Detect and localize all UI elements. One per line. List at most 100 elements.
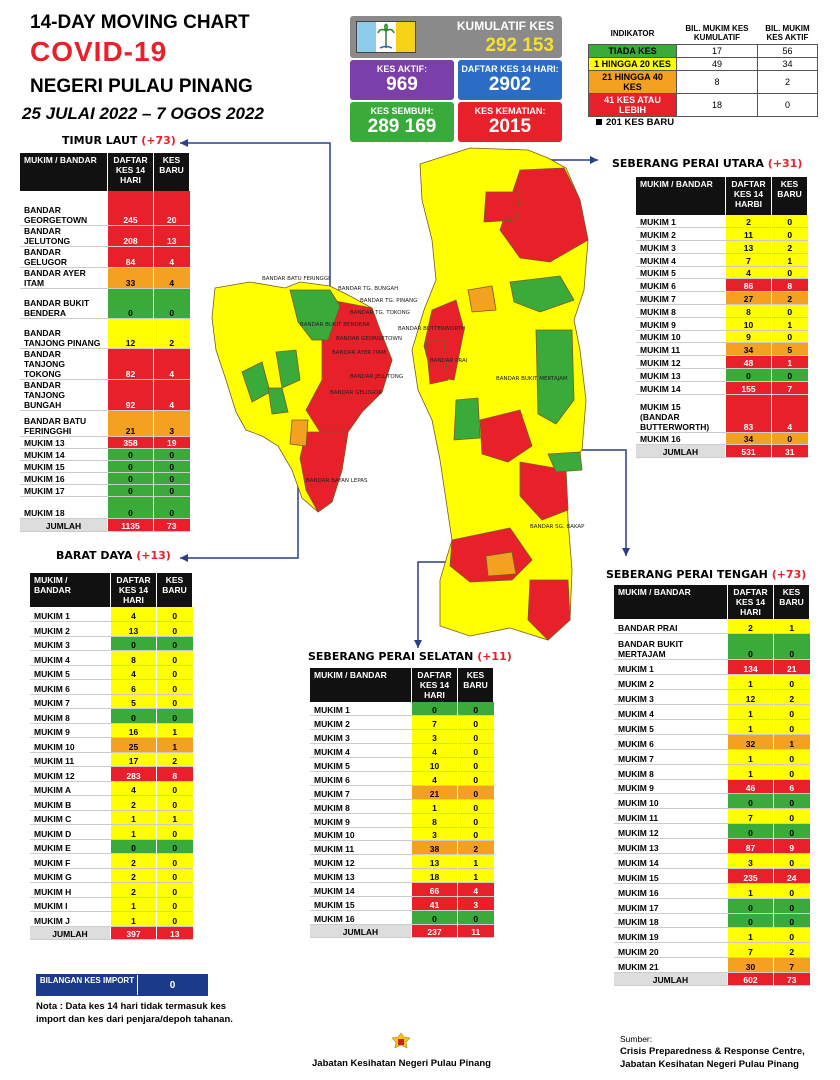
total-new-value: 73 xyxy=(773,972,810,987)
region-green-west2 xyxy=(275,349,301,389)
row-new-value: 2 xyxy=(773,942,810,959)
list14-box: DAFTAR KES 14 HARI: 2902 xyxy=(458,60,562,100)
row-label: MUKIM 9 xyxy=(614,779,728,795)
row-label: MUKIM A xyxy=(30,781,111,796)
row-14day-value: 10 xyxy=(411,757,458,772)
table-row: MUKIM 19 1 0 xyxy=(614,927,810,944)
legend-aktif: 0 xyxy=(756,93,819,117)
mainland-outline xyxy=(411,147,589,641)
row-label: MUKIM I xyxy=(30,897,111,912)
row-new-value: 0 xyxy=(156,824,193,840)
row-new-value: 0 xyxy=(773,883,810,899)
row-14day-value: 34 xyxy=(725,432,772,446)
import-note: Nota : Data kes 14 hari tidak termasuk k… xyxy=(36,1001,233,1025)
table-row: MUKIM 11 34 5 xyxy=(636,342,808,357)
row-14day-value: 34 xyxy=(725,342,772,357)
row-14day-value: 16 xyxy=(110,723,157,738)
row-label: MUKIM 16 xyxy=(310,910,412,925)
region-red-sps-15 xyxy=(527,579,571,641)
col-header-baru: KES BARU xyxy=(771,177,808,215)
legend-indicator: 1 HINGGA 20 KES xyxy=(588,57,677,71)
row-14day-value: 0 xyxy=(107,484,154,498)
row-label: MUKIM 7 xyxy=(310,785,412,800)
row-14day-value: 134 xyxy=(727,659,774,676)
row-new-value: 0 xyxy=(771,266,808,280)
row-14day-value: 1 xyxy=(110,810,157,825)
row-14day-value: 4 xyxy=(725,266,772,280)
row-14day-value: 2 xyxy=(110,882,157,898)
legend-indicator: TIADA KES xyxy=(588,44,677,58)
row-14day-value: 13 xyxy=(110,621,157,637)
row-new-value: 0 xyxy=(156,839,193,854)
map-label-sg-bakap: BANDAR SG. BAKAP xyxy=(530,524,585,530)
row-14day-value: 1 xyxy=(110,824,157,840)
row-label: MUKIM 14 xyxy=(636,381,726,395)
table-row: MUKIM 13 87 9 xyxy=(614,838,810,854)
table-row: MUKIM 11 38 2 xyxy=(310,840,494,856)
date-range: 25 JULAI 2022 – 7 OGOS 2022 xyxy=(22,104,264,123)
row-new-value: 0 xyxy=(457,827,494,842)
col-header-mukim: MUKIM / BANDAR xyxy=(614,585,728,619)
row-new-value: 0 xyxy=(156,868,193,883)
row-label: MUKIM 15 xyxy=(310,896,412,911)
ministry-crest-icon xyxy=(390,1032,412,1050)
row-new-value: 0 xyxy=(773,793,810,810)
map-label-batu-ferringhi: BANDAR BATU FERINGGI xyxy=(262,276,330,282)
row-14day-value: 3 xyxy=(411,827,458,842)
row-14day-value: 82 xyxy=(107,348,154,380)
row-label: MUKIM 1 xyxy=(614,659,728,676)
legend-kumulatif: 17 xyxy=(676,44,758,58)
col-header-daftar: DAFTAR KES 14 HARI xyxy=(411,668,458,702)
row-label: MUKIM 17 xyxy=(20,484,108,498)
section-title-barat-daya: BARAT DAYA (+13) xyxy=(56,549,171,562)
legend-kumulatif: 49 xyxy=(676,57,758,71)
region-orange-west xyxy=(289,419,309,447)
row-14day-value: 358 xyxy=(107,436,154,449)
row-label: MUKIM 21 xyxy=(614,957,728,974)
row-label: MUKIM 4 xyxy=(614,704,728,720)
row-label: MUKIM 12 xyxy=(30,766,111,782)
row-14day-value: 5 xyxy=(110,694,157,709)
row-label: MUKIM 11 xyxy=(30,752,111,767)
row-new-value: 2 xyxy=(771,291,808,306)
row-label: MUKIM 1 xyxy=(636,215,726,229)
row-label: MUKIM 6 xyxy=(636,278,726,293)
row-new-value: 4 xyxy=(153,267,190,289)
row-label: MUKIM 6 xyxy=(614,734,728,750)
table-row: BANDAR AYER ITAM 33 4 xyxy=(20,267,190,289)
row-label: MUKIM 8 xyxy=(310,799,412,814)
row-label: MUKIM 4 xyxy=(636,253,726,267)
new-cases-note: 201 KES BARU xyxy=(596,117,674,128)
table-total-row: JUMLAH 397 13 xyxy=(30,926,193,940)
row-label: MUKIM 16 xyxy=(20,472,108,486)
row-14day-value: 3 xyxy=(411,729,458,745)
col-header-daftar: DAFTAR KES 14 HARI xyxy=(110,573,157,607)
row-new-value: 0 xyxy=(773,719,810,735)
row-new-value: 0 xyxy=(457,910,494,925)
region-orange-sps-7 xyxy=(485,551,517,577)
row-label: MUKIM 1 xyxy=(310,702,412,717)
table-row: MUKIM 15 0 0 xyxy=(20,460,190,474)
row-label: BANDAR BATU FERINGGHI xyxy=(20,410,108,437)
row-label: MUKIM 9 xyxy=(636,317,726,331)
penang-island xyxy=(211,281,393,513)
row-new-value: 0 xyxy=(153,472,190,486)
row-new-value: 0 xyxy=(457,702,494,717)
row-14day-value: 1 xyxy=(727,927,774,944)
map-label-tg-tokong: BANDAR TG. TOKONG xyxy=(350,310,410,316)
row-label: MUKIM 13 xyxy=(20,436,108,449)
row-new-value: 6 xyxy=(773,779,810,795)
row-14day-value: 0 xyxy=(727,913,774,929)
table-row: MUKIM 2 11 0 xyxy=(636,227,808,242)
table-row: MUKIM 16 0 0 xyxy=(20,472,190,486)
row-new-value: 0 xyxy=(153,484,190,498)
recovered-box: KES SEMBUH: 289 169 xyxy=(350,102,454,142)
row-label: MUKIM 5 xyxy=(614,719,728,735)
connector-timur-laut xyxy=(180,142,331,296)
